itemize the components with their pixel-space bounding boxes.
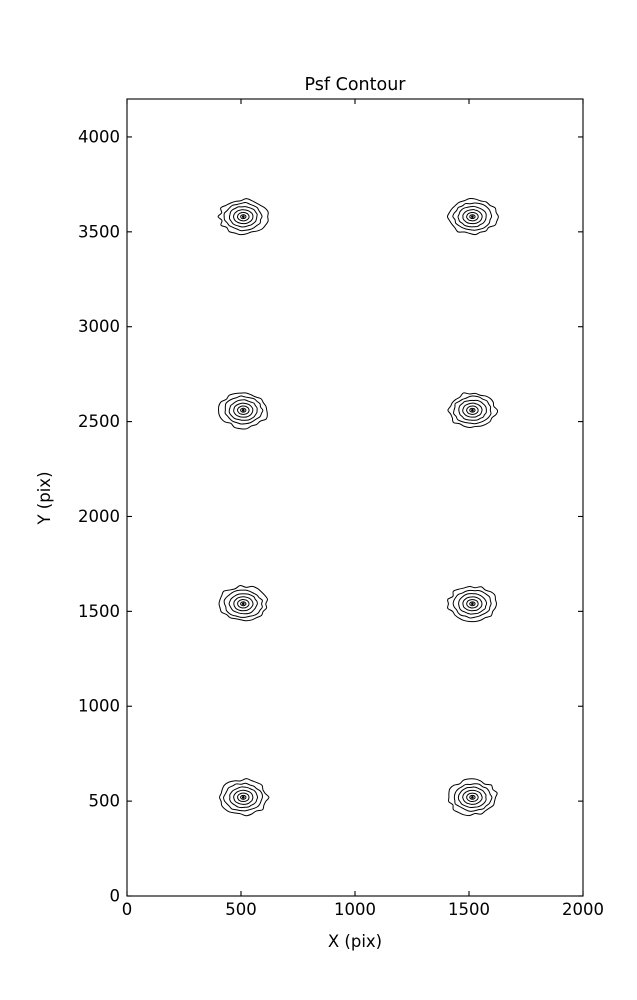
contour-level-4: [466, 211, 479, 222]
contour-level-3: [233, 209, 254, 225]
x-axis-ticks: 0 500 1000 1500 2000: [122, 99, 604, 919]
contour-level-5: [240, 407, 247, 413]
contour-level-3: [233, 789, 254, 805]
psf-contour-cluster: [447, 778, 498, 817]
y-tick-label: 2000: [78, 507, 120, 526]
psf-contour-cluster: [446, 198, 499, 236]
y-axis-ticks: 0 500 1000 1500 2000 2500 3000 3500 4000: [78, 127, 583, 906]
contour-level-4: [237, 599, 250, 609]
psf-peak-marker: [471, 408, 474, 412]
psf-contour-cluster: [217, 198, 269, 236]
contour-level-0: [217, 198, 269, 236]
contour-level-1: [223, 782, 263, 812]
psf-peak-marker: [471, 602, 474, 606]
page-title: Psf Contour: [305, 75, 407, 95]
contour-level-0: [218, 585, 268, 622]
contour-level-4: [236, 405, 250, 415]
y-tick-label: 3500: [78, 222, 120, 241]
psf-peak-marker: [241, 215, 245, 218]
y-tick-label: 1500: [78, 602, 120, 621]
contour-level-5: [240, 794, 247, 800]
contour-level-1: [223, 201, 263, 232]
contour-level-1: [453, 783, 493, 812]
contour-level-0: [219, 778, 270, 817]
x-tick-label: 1000: [334, 900, 376, 919]
contour-level-1: [453, 395, 492, 425]
contour-level-2: [229, 786, 259, 809]
y-tick-label: 500: [89, 792, 121, 811]
x-tick-label: 500: [225, 900, 257, 919]
psf-contour-cluster: [218, 585, 268, 622]
psf-peak-marker: [471, 796, 474, 799]
contour-level-5: [469, 407, 476, 413]
y-axis-label: Y (pix): [35, 471, 54, 525]
contour-level-5: [469, 794, 476, 800]
y-tick-label: 1000: [78, 697, 120, 716]
psf-contour-cluster: [218, 392, 268, 430]
contour-level-0: [447, 778, 498, 817]
title-group: Psf Contour: [305, 75, 407, 95]
x-axis-label: X (pix): [328, 932, 382, 951]
contour-level-4: [466, 792, 479, 802]
y-tick-label: 3000: [78, 317, 120, 336]
psf-contour-cluster: [447, 585, 497, 623]
x-tick-label: 1500: [448, 900, 490, 919]
contour-level-0: [446, 198, 499, 236]
contour-level-1: [452, 202, 493, 231]
y-tick-label: 0: [110, 887, 121, 906]
contour-level-4: [466, 405, 479, 415]
y-tick-label: 4000: [78, 127, 120, 146]
contour-level-1: [224, 395, 264, 425]
contour-series-group: [217, 198, 499, 817]
y-tick-label: 2500: [78, 412, 120, 431]
contour-level-0: [447, 392, 499, 428]
contour-level-2: [458, 593, 488, 615]
psf-peak-marker: [241, 408, 245, 412]
contour-level-5: [469, 601, 476, 607]
psf-peak-marker: [471, 215, 474, 218]
contour-level-2: [228, 593, 258, 615]
contour-level-4: [237, 792, 250, 802]
x-tick-label: 2000: [562, 900, 604, 919]
contour-level-0: [447, 585, 497, 623]
contour-level-4: [237, 211, 250, 222]
contour-level-1: [452, 589, 492, 619]
contour-level-3: [462, 402, 483, 418]
contour-level-3: [462, 596, 483, 612]
contour-level-5: [240, 601, 247, 607]
contour-level-2: [457, 205, 487, 228]
contour-level-2: [228, 399, 258, 421]
contour-level-1: [223, 589, 263, 618]
contour-level-3: [233, 596, 254, 612]
contour-level-2: [457, 786, 487, 808]
psf-peak-marker: [241, 796, 245, 799]
contour-level-3: [462, 789, 483, 805]
contour-level-2: [228, 206, 258, 228]
contour-level-4: [466, 599, 479, 609]
contour-level-3: [462, 209, 483, 225]
psf-contour-cluster: [447, 392, 499, 428]
contour-level-3: [233, 402, 254, 418]
contour-level-2: [458, 399, 487, 421]
psf-contour-cluster: [219, 778, 270, 817]
psf-peak-marker: [241, 602, 245, 606]
contour-level-5: [469, 214, 476, 220]
x-tick-label: 0: [122, 900, 133, 919]
contour-level-0: [218, 392, 268, 430]
contour-level-5: [240, 214, 247, 220]
plot-area-background: [127, 99, 583, 896]
